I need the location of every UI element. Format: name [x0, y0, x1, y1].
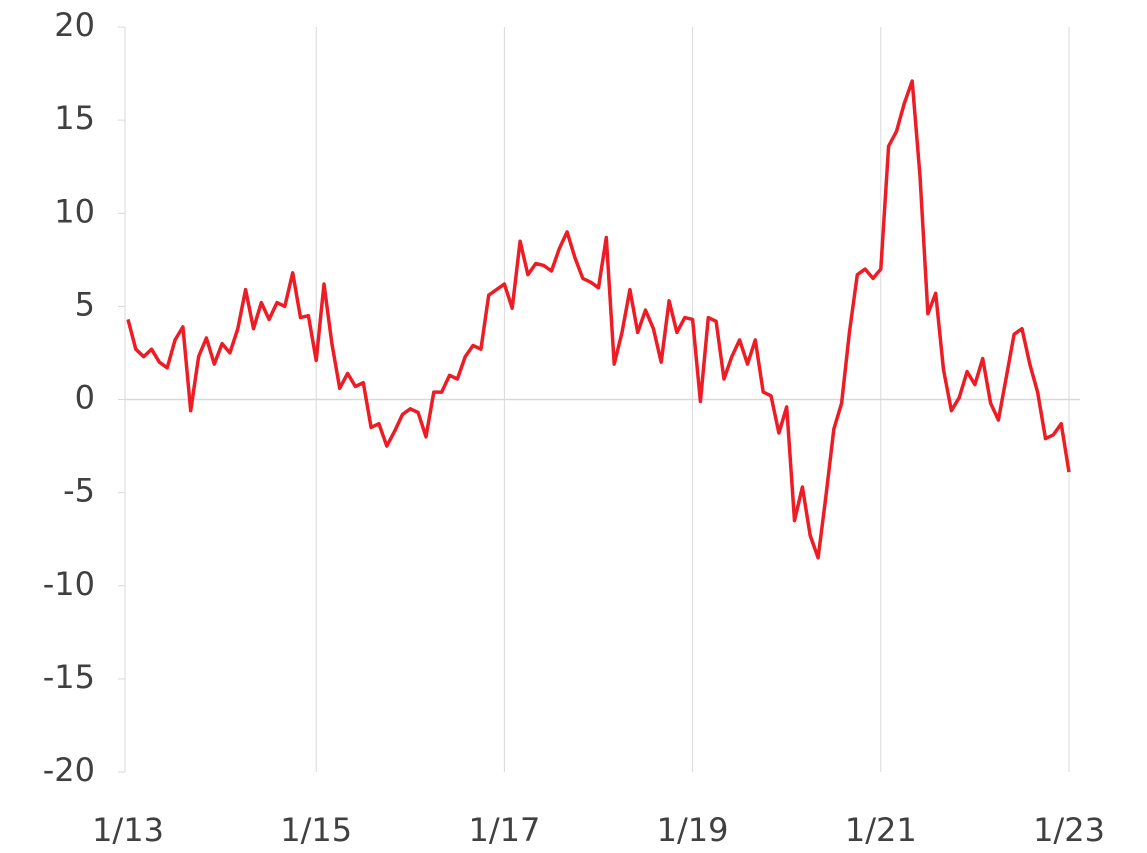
- y-tick-label: 15: [54, 99, 95, 137]
- x-tick-label: 1/17: [468, 811, 540, 849]
- x-tick-label: 1/23: [1033, 811, 1105, 849]
- y-tick-label: 10: [54, 192, 95, 230]
- data-line: [126, 79, 1071, 560]
- x-tick-label: 1/13: [92, 811, 164, 849]
- y-tick-label: -20: [43, 751, 95, 789]
- y-tick-label: 0: [75, 379, 95, 417]
- y-tick-label: 20: [54, 6, 95, 44]
- x-tick-label: 1/19: [657, 811, 729, 849]
- y-tick-label: -15: [43, 658, 95, 696]
- y-tick-label: -5: [63, 472, 95, 510]
- y-tick-label: 5: [75, 285, 95, 323]
- x-tick-label: 1/15: [280, 811, 352, 849]
- y-tick-label: -10: [43, 565, 95, 603]
- x-tick-label: 1/21: [845, 811, 917, 849]
